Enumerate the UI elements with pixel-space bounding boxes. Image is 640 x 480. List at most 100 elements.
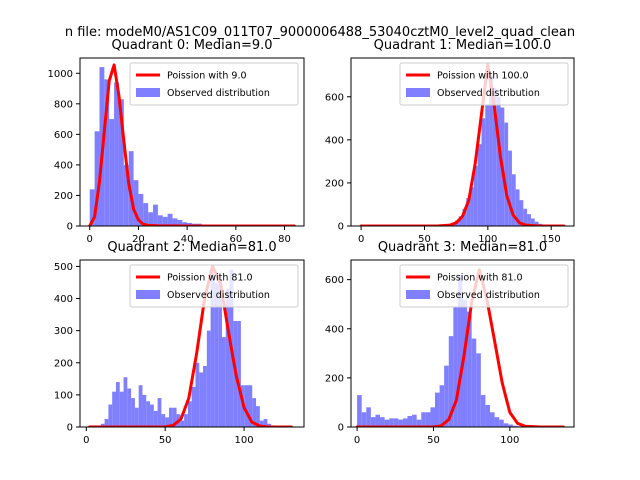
histogram-bar xyxy=(167,213,173,226)
histogram-bar xyxy=(259,420,264,427)
histogram-bar xyxy=(104,79,110,226)
histogram-bar xyxy=(425,412,431,427)
histogram-bar xyxy=(108,404,113,427)
histogram-bar xyxy=(214,282,219,427)
panel-title: Quadrant 3: Median=81.0 xyxy=(378,240,547,255)
quadrant-2-panel: 0 50 100 0 100 200 300 400 500 Quadrant 2: Median… xyxy=(54,240,305,446)
histogram-bar xyxy=(157,398,162,427)
legend-label-poisson: Poission with 81.0 xyxy=(437,273,523,284)
x-tick-label: 50 xyxy=(159,435,172,446)
histogram-bar xyxy=(357,395,362,427)
y-tick-label: 400 xyxy=(54,294,73,305)
axes-frame xyxy=(79,57,305,227)
histogram-bar xyxy=(485,404,490,427)
histogram-bar xyxy=(458,216,463,226)
histogram-bar xyxy=(157,215,163,226)
histogram-bar xyxy=(172,407,177,427)
y-tick-label: 200 xyxy=(54,191,73,202)
histogram-bar xyxy=(206,330,211,427)
legend-label-observed: Observed distribution xyxy=(167,290,270,301)
histogram-bar xyxy=(444,365,449,427)
histogram-bar xyxy=(393,418,399,427)
histogram-bar xyxy=(430,407,436,427)
histogram-bar xyxy=(203,365,207,427)
histogram-bar xyxy=(225,288,230,427)
histogram-bar xyxy=(389,418,394,427)
histogram-bar xyxy=(161,414,166,427)
histogram-bar xyxy=(109,119,115,226)
histogram-bar xyxy=(143,203,149,226)
panel-title: Quadrant 0: Median=9.0 xyxy=(111,38,272,53)
histogram-bar xyxy=(457,274,463,427)
y-tick-label: 600 xyxy=(325,92,344,103)
histogram-bar xyxy=(489,412,495,427)
histogram-bar xyxy=(489,75,493,226)
histogram-bar xyxy=(118,99,124,226)
legend-label-poisson: Poission with 100.0 xyxy=(437,71,529,82)
y-tick-label: 0 xyxy=(67,423,73,434)
histogram-bar xyxy=(114,82,119,226)
y-tick-label: 0 xyxy=(338,222,344,233)
y-tick-label: 100 xyxy=(54,390,73,401)
legend: Poission with 100.0 Observed distribution xyxy=(399,62,569,106)
histogram-bar xyxy=(133,180,139,226)
histogram-bar xyxy=(182,222,188,226)
histogram-bar xyxy=(119,391,124,427)
histogram-bar xyxy=(104,418,109,427)
y-tick-label: 200 xyxy=(325,373,344,384)
y-tick-label: 0 xyxy=(338,423,344,434)
histogram-bar xyxy=(530,218,535,226)
histogram-bar xyxy=(187,222,192,226)
histogram-bar xyxy=(480,395,486,427)
histogram-bar xyxy=(115,382,120,427)
histogram-bar xyxy=(187,401,192,427)
plot-area xyxy=(355,268,565,427)
histogram-bar xyxy=(485,105,490,226)
legend-label-poisson: Poission with 9.0 xyxy=(167,71,247,82)
quadrant-3-panel: 0 50 100 0 200 400 600 Quadrant 3: Median=81.0 P… xyxy=(325,240,575,446)
histogram-bar xyxy=(100,423,105,427)
histogram-bar xyxy=(471,338,477,427)
histogram-bar xyxy=(134,407,139,427)
histogram-bar xyxy=(131,398,135,427)
y-tick-label: 200 xyxy=(325,178,344,189)
histogram-bar xyxy=(150,404,154,427)
histogram-bar xyxy=(177,219,183,226)
x-tick-label: 150 xyxy=(542,234,561,245)
histogram-bar xyxy=(503,423,509,427)
x-tick-label: 100 xyxy=(500,435,519,446)
histogram-bar xyxy=(237,321,241,427)
figure-suptitle: n file: modeM0/AS1C09_011T07_9000006488_… xyxy=(65,25,575,40)
histogram-bar xyxy=(248,385,253,427)
histogram-bar xyxy=(252,398,257,427)
legend-box xyxy=(399,62,569,106)
plot-area xyxy=(359,63,566,226)
histogram-bar xyxy=(244,385,249,427)
histogram-bar xyxy=(123,164,129,226)
x-tick-label: 20 xyxy=(132,234,145,245)
histogram-bar xyxy=(534,221,539,226)
histogram-bar xyxy=(199,372,204,427)
y-tick-label: 500 xyxy=(54,262,73,273)
histogram-bar xyxy=(263,418,268,427)
histogram-bar xyxy=(407,415,413,427)
histogram-bar xyxy=(499,419,504,427)
y-tick-label: 600 xyxy=(54,130,73,141)
legend-bar-swatch xyxy=(136,88,160,97)
axes-frame xyxy=(79,259,305,428)
histogram-bar xyxy=(165,417,169,427)
histogram-bar xyxy=(466,198,471,226)
y-tick-label: 800 xyxy=(54,99,73,110)
histogram-bar xyxy=(439,385,445,427)
x-tick-label: 100 xyxy=(478,234,497,245)
histogram-bar xyxy=(138,385,143,427)
histogram-bar xyxy=(470,187,474,226)
histogram-bar xyxy=(123,377,128,427)
histogram-bar xyxy=(172,218,178,226)
y-tick-label: 200 xyxy=(54,358,73,369)
histogram-bar xyxy=(508,150,512,226)
legend-box xyxy=(399,264,569,308)
legend-bar-swatch xyxy=(406,88,430,97)
